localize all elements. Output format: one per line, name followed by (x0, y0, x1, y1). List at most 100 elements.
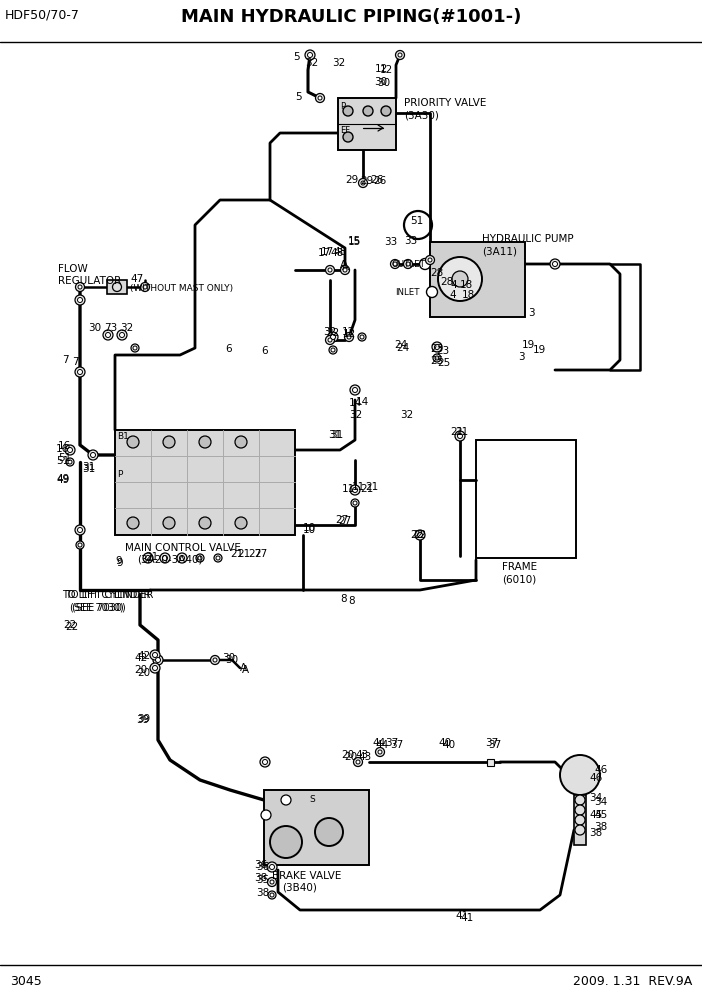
Text: 33: 33 (404, 236, 417, 246)
Circle shape (270, 864, 274, 870)
Text: 30: 30 (374, 77, 387, 87)
Circle shape (452, 271, 468, 287)
Circle shape (560, 755, 600, 795)
Text: (6010): (6010) (502, 574, 536, 584)
Text: 38: 38 (589, 828, 602, 838)
Text: HYDRAULIC PUMP: HYDRAULIC PUMP (482, 234, 574, 244)
Circle shape (177, 553, 187, 563)
Circle shape (77, 528, 83, 533)
Text: 29: 29 (345, 175, 358, 185)
Circle shape (432, 342, 442, 352)
Text: 17: 17 (321, 247, 334, 257)
Text: 20: 20 (344, 752, 357, 762)
Circle shape (119, 332, 124, 337)
Circle shape (343, 268, 347, 272)
Circle shape (360, 335, 364, 339)
Text: 44: 44 (372, 738, 385, 748)
Circle shape (326, 266, 334, 275)
Text: (SEE 7030): (SEE 7030) (72, 602, 126, 612)
Circle shape (435, 344, 439, 349)
Text: 27: 27 (248, 549, 261, 559)
Text: 46: 46 (594, 765, 607, 775)
Text: 29: 29 (360, 176, 373, 186)
Text: 41: 41 (455, 911, 468, 921)
Circle shape (428, 258, 432, 262)
Circle shape (281, 795, 291, 805)
Text: 18: 18 (460, 280, 473, 290)
Text: TO LIFT CYLINDER: TO LIFT CYLINDER (62, 590, 150, 600)
Text: 19: 19 (533, 345, 546, 355)
Text: 42: 42 (137, 651, 150, 661)
Circle shape (105, 332, 110, 337)
Text: 4: 4 (450, 280, 456, 290)
Text: 21: 21 (237, 549, 250, 559)
Text: 5: 5 (293, 52, 300, 62)
Text: 16: 16 (56, 444, 69, 454)
Circle shape (103, 330, 113, 340)
Circle shape (127, 517, 139, 529)
Circle shape (127, 436, 139, 448)
Circle shape (352, 487, 357, 492)
Text: 31: 31 (330, 430, 343, 440)
Text: 47: 47 (130, 274, 143, 284)
Text: 42: 42 (134, 653, 147, 663)
Circle shape (156, 658, 161, 663)
Text: 39: 39 (137, 714, 150, 724)
Text: (3A11): (3A11) (482, 246, 517, 256)
Text: 36: 36 (256, 862, 270, 872)
Circle shape (163, 436, 175, 448)
Text: 27: 27 (254, 549, 267, 559)
Text: 24: 24 (394, 340, 407, 350)
Circle shape (117, 330, 127, 340)
Circle shape (162, 556, 168, 560)
Text: 21: 21 (145, 552, 158, 562)
Text: (3A30): (3A30) (404, 110, 439, 120)
Circle shape (361, 181, 365, 185)
Circle shape (393, 262, 397, 266)
Circle shape (143, 553, 153, 563)
Circle shape (131, 344, 139, 352)
Text: 14: 14 (349, 398, 362, 408)
Text: 44: 44 (375, 740, 388, 750)
Circle shape (425, 256, 435, 265)
Circle shape (270, 880, 274, 884)
Circle shape (152, 666, 157, 671)
Text: 20: 20 (134, 665, 147, 675)
Circle shape (213, 658, 217, 662)
Text: 51: 51 (56, 456, 69, 466)
Circle shape (345, 332, 354, 341)
Text: (3A20-3A40): (3A20-3A40) (137, 555, 202, 565)
Text: 25: 25 (430, 356, 443, 366)
Text: 15: 15 (348, 237, 362, 247)
Circle shape (199, 517, 211, 529)
Text: 38: 38 (256, 888, 270, 898)
Text: 8: 8 (348, 596, 355, 606)
Text: 23: 23 (436, 346, 449, 356)
Circle shape (163, 517, 175, 529)
Text: 45: 45 (594, 810, 607, 820)
Text: 28: 28 (440, 277, 453, 287)
Circle shape (328, 338, 332, 342)
Text: 48: 48 (333, 247, 346, 257)
Circle shape (315, 818, 343, 846)
Text: 22: 22 (65, 622, 78, 632)
Text: A: A (342, 262, 349, 272)
Circle shape (420, 259, 430, 270)
Text: 39: 39 (136, 715, 150, 725)
Text: 37: 37 (385, 738, 398, 748)
Circle shape (261, 810, 271, 820)
Text: 40: 40 (438, 738, 451, 748)
Text: 32: 32 (326, 328, 339, 338)
Circle shape (352, 388, 357, 393)
Text: B1: B1 (117, 432, 129, 441)
Text: FLOW: FLOW (58, 264, 88, 274)
Text: S: S (309, 795, 314, 804)
Text: 35: 35 (256, 875, 270, 885)
Text: 45: 45 (589, 810, 602, 820)
Text: 12: 12 (380, 65, 393, 75)
Circle shape (180, 556, 185, 560)
Bar (264, 790, 369, 865)
Text: 7: 7 (72, 357, 79, 367)
Text: MAIN CONTROL VALVE: MAIN CONTROL VALVE (125, 543, 241, 553)
Circle shape (343, 106, 353, 116)
